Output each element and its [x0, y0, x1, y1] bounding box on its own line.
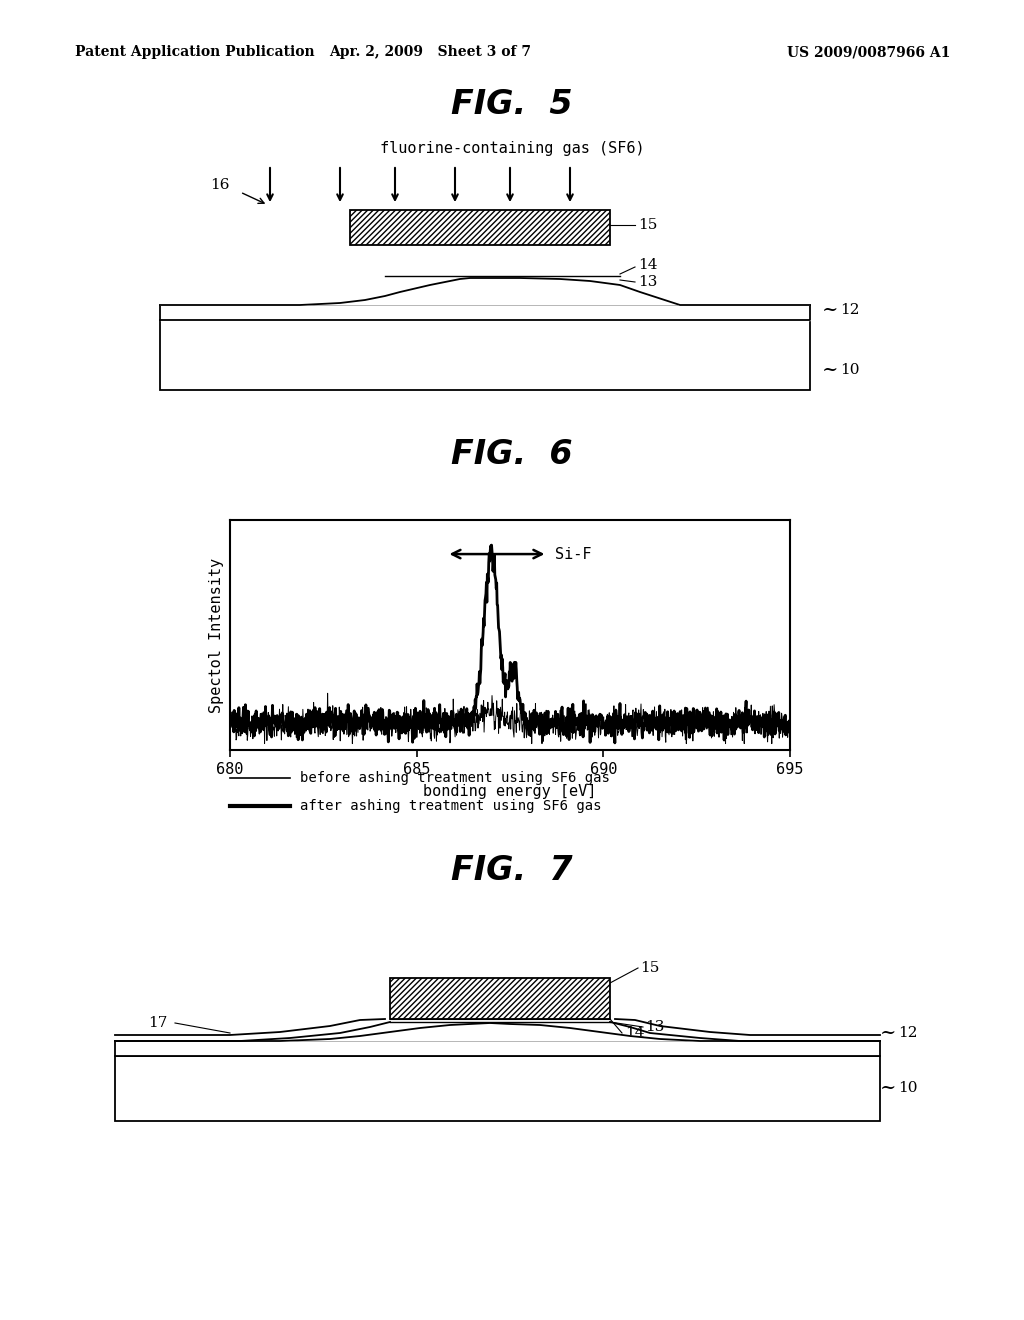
- Text: 15: 15: [638, 218, 657, 232]
- X-axis label: bonding energy [eV]: bonding energy [eV]: [423, 784, 597, 799]
- Text: FIG.  5: FIG. 5: [452, 88, 572, 121]
- Text: ~: ~: [822, 360, 839, 379]
- Text: 16: 16: [210, 178, 229, 191]
- Text: 10: 10: [840, 363, 859, 378]
- Text: ~: ~: [822, 301, 839, 319]
- Text: 10: 10: [898, 1081, 918, 1096]
- Text: after ashing treatment using SF6 gas: after ashing treatment using SF6 gas: [300, 799, 601, 813]
- Text: FIG.  6: FIG. 6: [452, 438, 572, 471]
- Text: FIG.  7: FIG. 7: [452, 854, 572, 887]
- Bar: [350, 210, 610, 246]
- Text: before ashing treatment using SF6 gas: before ashing treatment using SF6 gas: [300, 771, 610, 785]
- Text: 14: 14: [638, 257, 657, 272]
- Text: 14: 14: [625, 1026, 644, 1040]
- Text: fluorine-containing gas (SF6): fluorine-containing gas (SF6): [380, 140, 644, 156]
- Text: 13: 13: [645, 1020, 665, 1034]
- Bar: [390, 978, 610, 1019]
- Text: Patent Application Publication: Patent Application Publication: [75, 45, 314, 59]
- Y-axis label: Spectol Intensity: Spectol Intensity: [210, 557, 224, 713]
- Text: ~: ~: [880, 1078, 896, 1097]
- Text: ~: ~: [880, 1024, 896, 1041]
- Polygon shape: [115, 1023, 880, 1041]
- Polygon shape: [160, 279, 810, 305]
- Polygon shape: [160, 305, 810, 319]
- Text: 12: 12: [898, 1026, 918, 1040]
- Text: 13: 13: [638, 275, 657, 289]
- Text: Si-F: Si-F: [555, 546, 591, 561]
- Bar: [160, 319, 810, 389]
- Bar: [350, 210, 610, 246]
- Text: 17: 17: [148, 1016, 167, 1030]
- Text: 15: 15: [640, 961, 659, 975]
- Text: US 2009/0087966 A1: US 2009/0087966 A1: [786, 45, 950, 59]
- Text: Apr. 2, 2009   Sheet 3 of 7: Apr. 2, 2009 Sheet 3 of 7: [329, 45, 531, 59]
- Bar: [390, 978, 610, 1019]
- Text: 12: 12: [840, 304, 859, 317]
- Bar: [115, 1056, 880, 1121]
- Bar: [115, 1041, 880, 1056]
